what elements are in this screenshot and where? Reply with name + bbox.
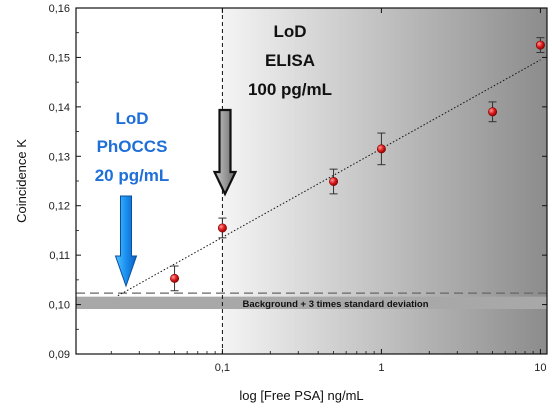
y-tick-label: 0,15 <box>49 52 70 64</box>
y-tick-label: 0,13 <box>49 151 70 163</box>
background-band <box>76 296 547 310</box>
x-tick-label: 10 <box>534 362 546 374</box>
elisa-label-line-2: ELISA <box>265 51 315 70</box>
phoccs-label-line-3: 20 pg/mL <box>95 166 170 185</box>
y-tick-label: 0,16 <box>49 3 70 15</box>
y-tick-label: 0,11 <box>49 250 70 262</box>
y-axis: 0,09 0,10 0,11 0,12 0,13 0,14 0,15 0,16 <box>49 3 547 361</box>
data-point <box>217 223 227 233</box>
phoccs-annotation: LoD PhOCCS 20 pg/mL <box>95 109 170 288</box>
background-label: Background + 3 times standard deviation <box>242 299 428 310</box>
y-tick-label: 0,09 <box>49 349 70 361</box>
elisa-annotation: LoD ELISA 100 pg/mL <box>212 22 332 197</box>
x-axis: 0,1 1 10 <box>110 8 547 374</box>
elisa-label-line-1: LoD <box>273 22 306 41</box>
y-tick-label: 0,14 <box>49 102 70 114</box>
data-point <box>376 144 386 154</box>
y-tick-label: 0,12 <box>49 201 70 213</box>
x-tick-label: 1 <box>378 362 384 374</box>
phoccs-arrow-icon <box>114 195 138 288</box>
data-point <box>535 40 545 50</box>
elisa-shaded-region <box>222 8 547 354</box>
x-tick-label: 0,1 <box>215 362 230 374</box>
elisa-arrow-icon <box>212 108 238 197</box>
data-point <box>170 273 180 283</box>
x-axis-title: log [Free PSA] ng/mL <box>239 388 363 403</box>
elisa-label-line-3: 100 pg/mL <box>248 80 332 99</box>
data-point <box>329 176 339 186</box>
phoccs-label-line-2: PhOCCS <box>97 137 168 156</box>
y-axis-title: Coincidence K <box>14 139 29 223</box>
y-tick-label: 0,10 <box>49 300 70 312</box>
fit-line <box>117 59 541 297</box>
data-points <box>170 37 545 292</box>
data-point <box>488 107 498 117</box>
phoccs-label-line-1: LoD <box>115 109 148 128</box>
